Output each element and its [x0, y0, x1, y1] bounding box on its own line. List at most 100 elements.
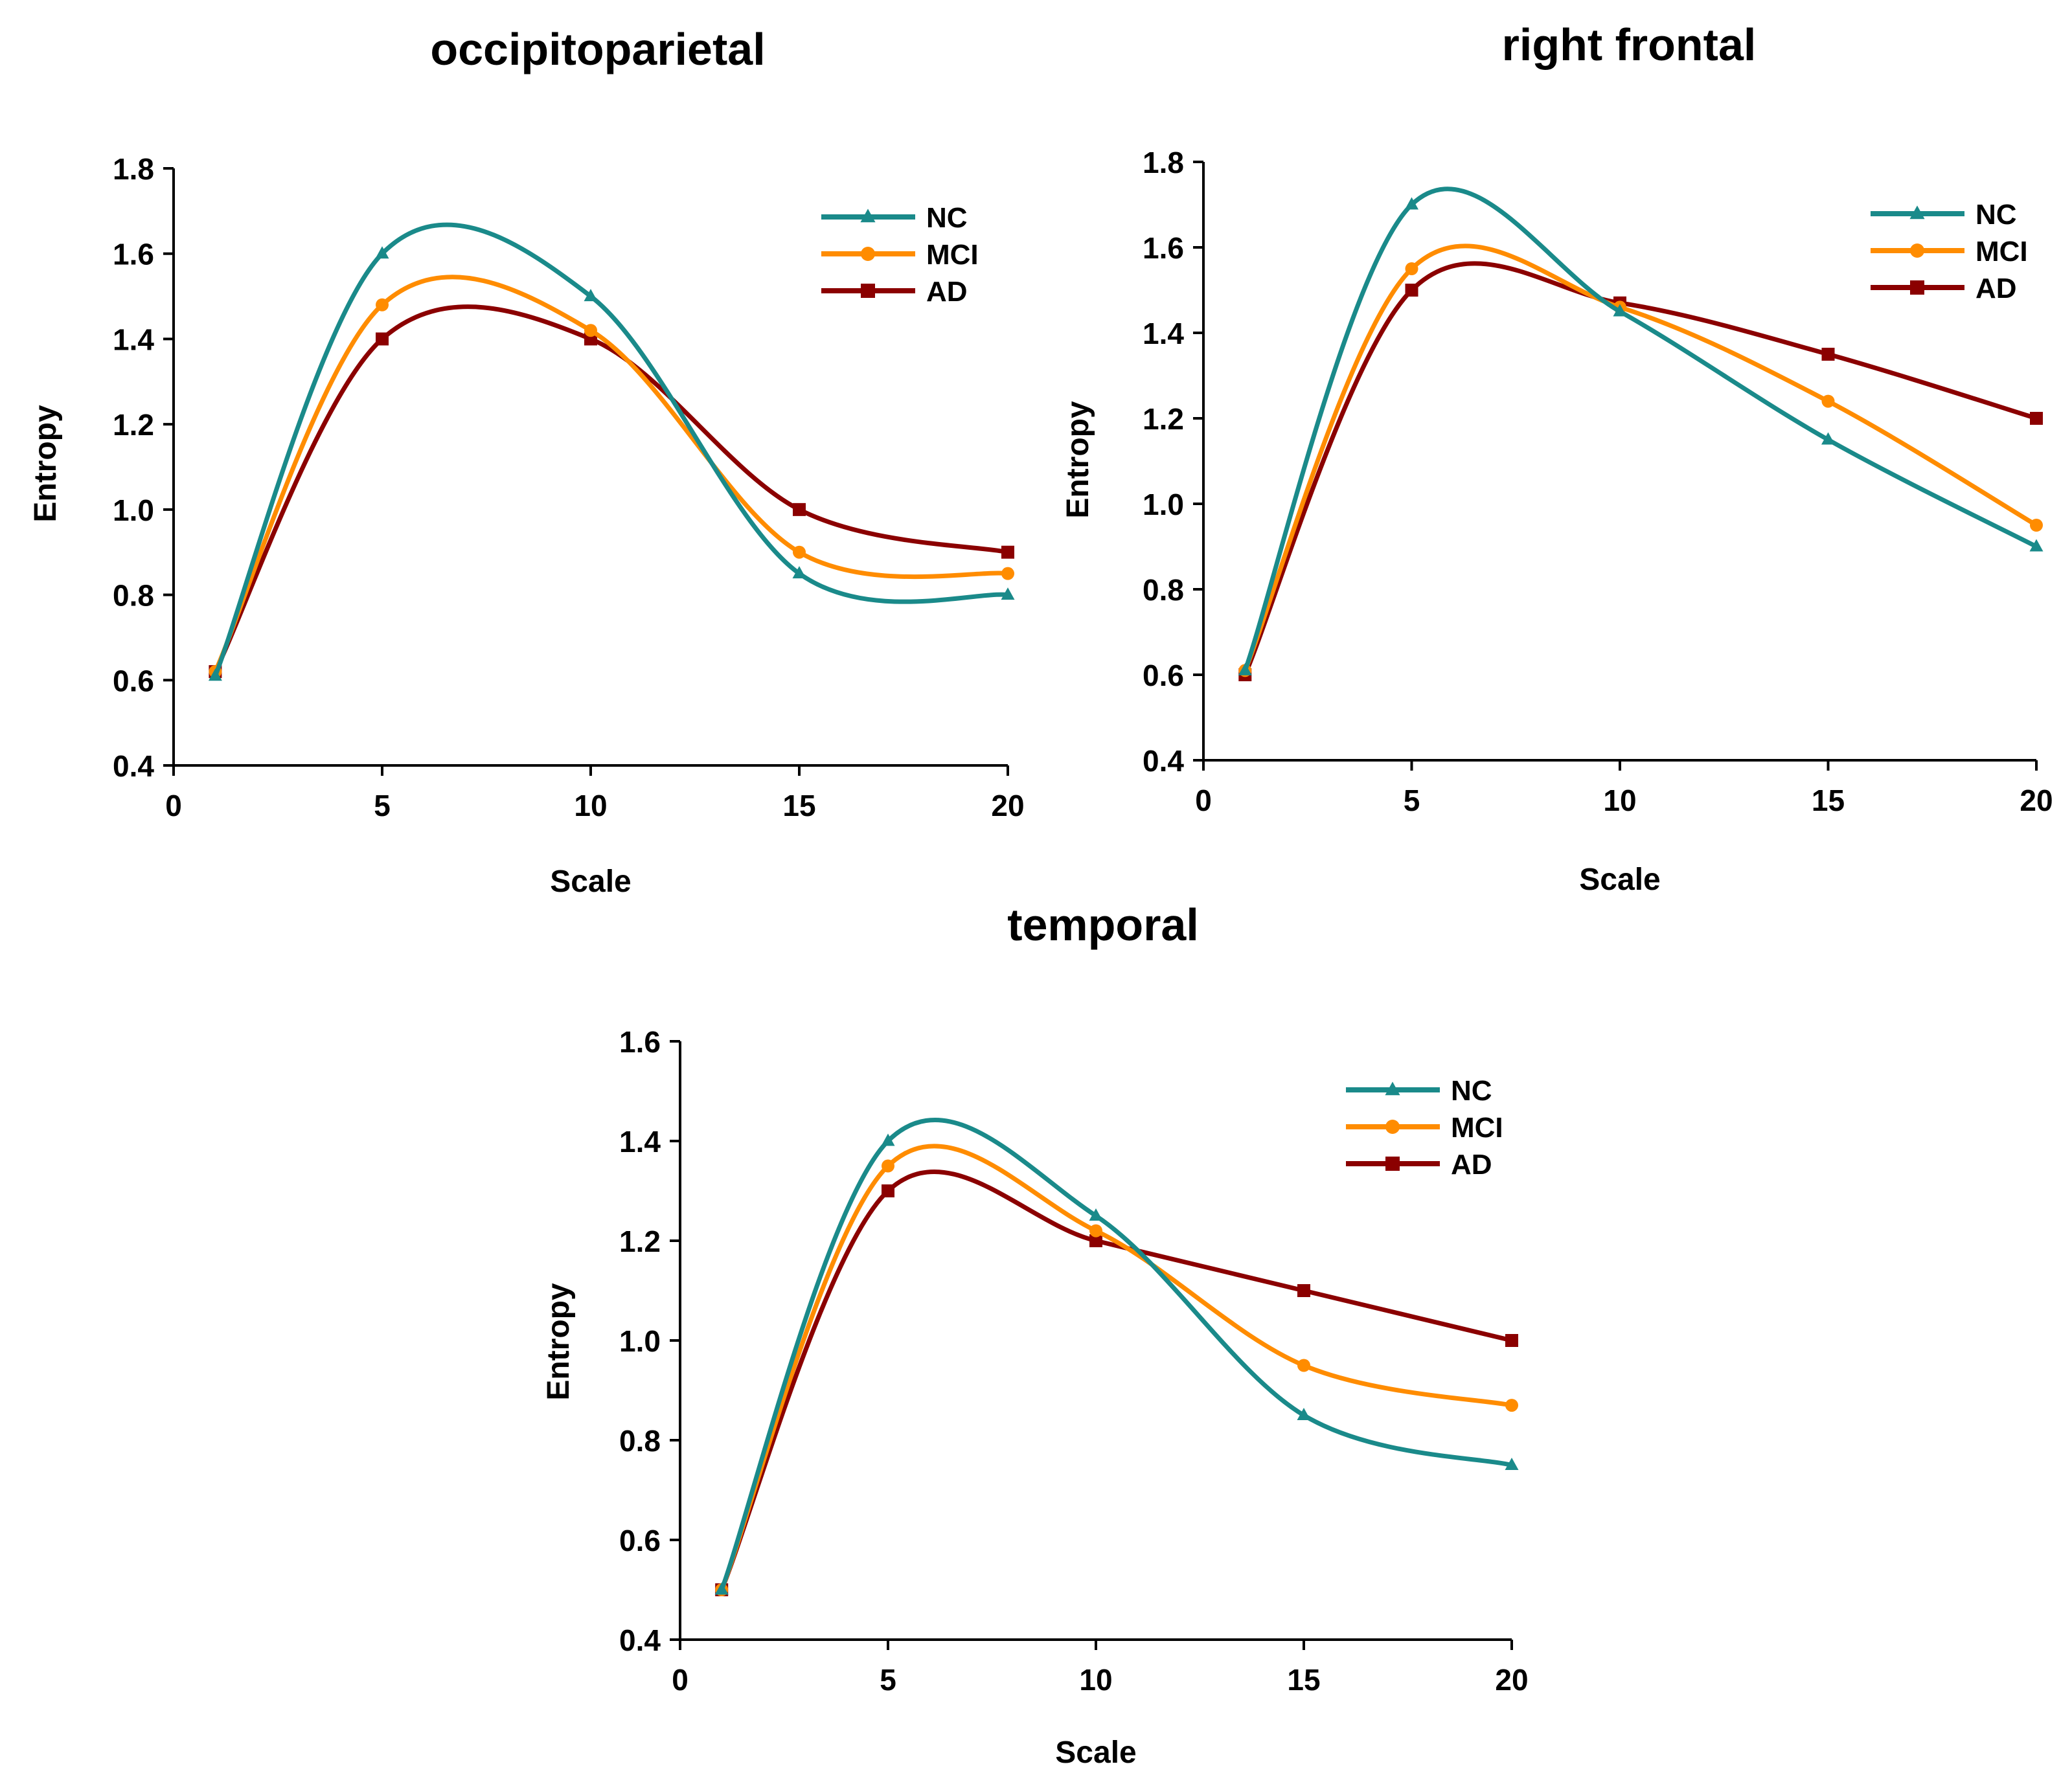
legend-label: NC	[1975, 199, 2017, 231]
data-point-nc	[792, 566, 806, 579]
y-tick-label: 0.6	[113, 664, 154, 697]
y-tick-label: 1.0	[619, 1324, 661, 1358]
series-nc	[714, 1118, 1519, 1595]
y-tick-label: 1.2	[113, 408, 154, 442]
series-line-nc	[1242, 187, 2039, 673]
chart-right-frontal: right frontal Scale Entropy 0 5 10 15 200.40…	[1061, 19, 2053, 897]
x-tick-label: 10	[1603, 784, 1636, 817]
legend-label: MCI	[1975, 236, 2028, 267]
y-tick-label: 1.6	[619, 1025, 661, 1059]
y-tick-label: 0.8	[619, 1424, 661, 1458]
data-point-mci	[376, 298, 389, 311]
data-point-nc	[208, 668, 222, 681]
circle-icon	[861, 247, 875, 261]
x-axis-label: Scale	[1055, 1735, 1136, 1770]
axes: 0 5 10 15 20 0.4 0.6 0.8 1.0 1.2 1.4 1.6 1.8	[1143, 146, 2053, 817]
legend-label: NC	[1451, 1075, 1492, 1107]
legend-item-mci: MCI	[1346, 1112, 1503, 1144]
y-tick-label: 1.4	[113, 322, 154, 356]
axes: 0 5 10 15 20 0.4 0.6 0.8 1.0 1.2 1.4 1.6 1.8	[113, 152, 1025, 822]
data-point-ad	[1001, 545, 1014, 559]
legend-item-mci: MCI	[1871, 236, 2028, 267]
legend-label: AD	[1451, 1149, 1492, 1181]
y-tick-label: 0.6	[1143, 659, 1184, 692]
data-point-nc	[375, 246, 389, 259]
data-point-mci	[1001, 567, 1014, 580]
y-axis-label: Entropy	[1061, 401, 1095, 519]
series-nc	[1238, 187, 2044, 675]
legend-label: MCI	[926, 239, 979, 271]
legend-item-nc: NC	[1346, 1075, 1492, 1107]
x-tick-label: 20	[991, 789, 1024, 822]
data-point-nc	[1297, 1408, 1311, 1420]
legend-item-ad: AD	[1346, 1149, 1492, 1181]
chart-title: temporal	[1007, 899, 1199, 950]
series-line-nc	[719, 1118, 1514, 1592]
series-line-ad	[719, 1169, 1514, 1592]
y-tick-label: 1.4	[1143, 317, 1184, 350]
y-tick-label: 0.4	[619, 1623, 661, 1657]
series-line-mci	[1242, 243, 2039, 673]
y-axis-label: Entropy	[28, 405, 63, 523]
legend-item-mci: MCI	[821, 239, 979, 271]
data-point-nc	[1089, 1208, 1103, 1221]
data-point-ad	[793, 503, 806, 516]
data-point-nc	[1405, 197, 1418, 210]
data-point-nc	[584, 289, 598, 302]
data-point-ad	[1821, 348, 1835, 361]
y-tick-label: 1.2	[619, 1225, 661, 1258]
y-tick-label: 1.0	[1143, 488, 1184, 521]
x-tick-label: 5	[880, 1663, 896, 1697]
data-point-nc	[2029, 539, 2044, 552]
y-axis-label: Entropy	[541, 1283, 576, 1401]
series-line-ad	[212, 304, 1010, 674]
data-point-nc	[1001, 587, 1015, 600]
data-point-mci	[793, 545, 806, 559]
y-tick-label: 1.4	[619, 1125, 661, 1159]
circle-icon	[1385, 1120, 1400, 1134]
chart-temporal: temporal Scale Entropy 0 5 10 15 20 0.4 0.6 0.8…	[541, 899, 1529, 1770]
square-icon	[1910, 280, 1924, 295]
data-point-nc	[1613, 304, 1627, 317]
y-tick-label: 1.6	[1143, 231, 1184, 265]
x-tick-label: 5	[374, 789, 391, 822]
x-tick-label: 15	[1287, 1663, 1320, 1697]
x-tick-label: 20	[2020, 784, 2053, 817]
y-tick-label: 0.6	[619, 1524, 661, 1557]
data-point-mci	[1505, 1399, 1518, 1412]
legend: NC MCI AD	[1346, 1075, 1503, 1181]
x-tick-label: 5	[1404, 784, 1420, 817]
data-point-ad	[1297, 1284, 1310, 1297]
data-point-nc	[1238, 662, 1252, 675]
x-tick-label: 20	[1495, 1663, 1528, 1697]
data-point-nc	[1505, 1458, 1519, 1470]
data-point-ad	[882, 1184, 894, 1197]
legend-label: AD	[926, 276, 968, 308]
series-line-nc	[212, 222, 1010, 679]
triangle-icon	[860, 209, 876, 223]
x-tick-label: 15	[782, 789, 815, 822]
series-line-mci	[212, 275, 1010, 674]
series-line-mci	[719, 1144, 1514, 1592]
x-tick-label: 10	[1079, 1663, 1112, 1697]
data-point-ad	[1089, 1234, 1102, 1247]
data-point-mci	[882, 1159, 894, 1173]
square-icon	[1385, 1157, 1400, 1171]
x-axis-label: Scale	[1579, 863, 1660, 897]
y-tick-label: 0.8	[113, 579, 154, 613]
data-point-nc	[881, 1133, 895, 1146]
y-tick-label: 0.4	[113, 749, 154, 783]
y-tick-label: 1.8	[1143, 146, 1184, 179]
x-axis-label: Scale	[550, 865, 631, 899]
legend-label: AD	[1975, 273, 2017, 304]
chart-occipitoparietal: occipitoparietal Scale Entropy 0 5 10 15 200…	[28, 24, 1025, 899]
y-tick-label: 1.8	[113, 152, 154, 186]
x-tick-label: 0	[1195, 784, 1212, 817]
series-nc	[208, 222, 1015, 681]
data-point-ad	[1405, 284, 1418, 297]
data-point-mci	[2030, 519, 2043, 532]
x-tick-label: 0	[165, 789, 182, 822]
y-tick-label: 0.4	[1143, 744, 1184, 778]
